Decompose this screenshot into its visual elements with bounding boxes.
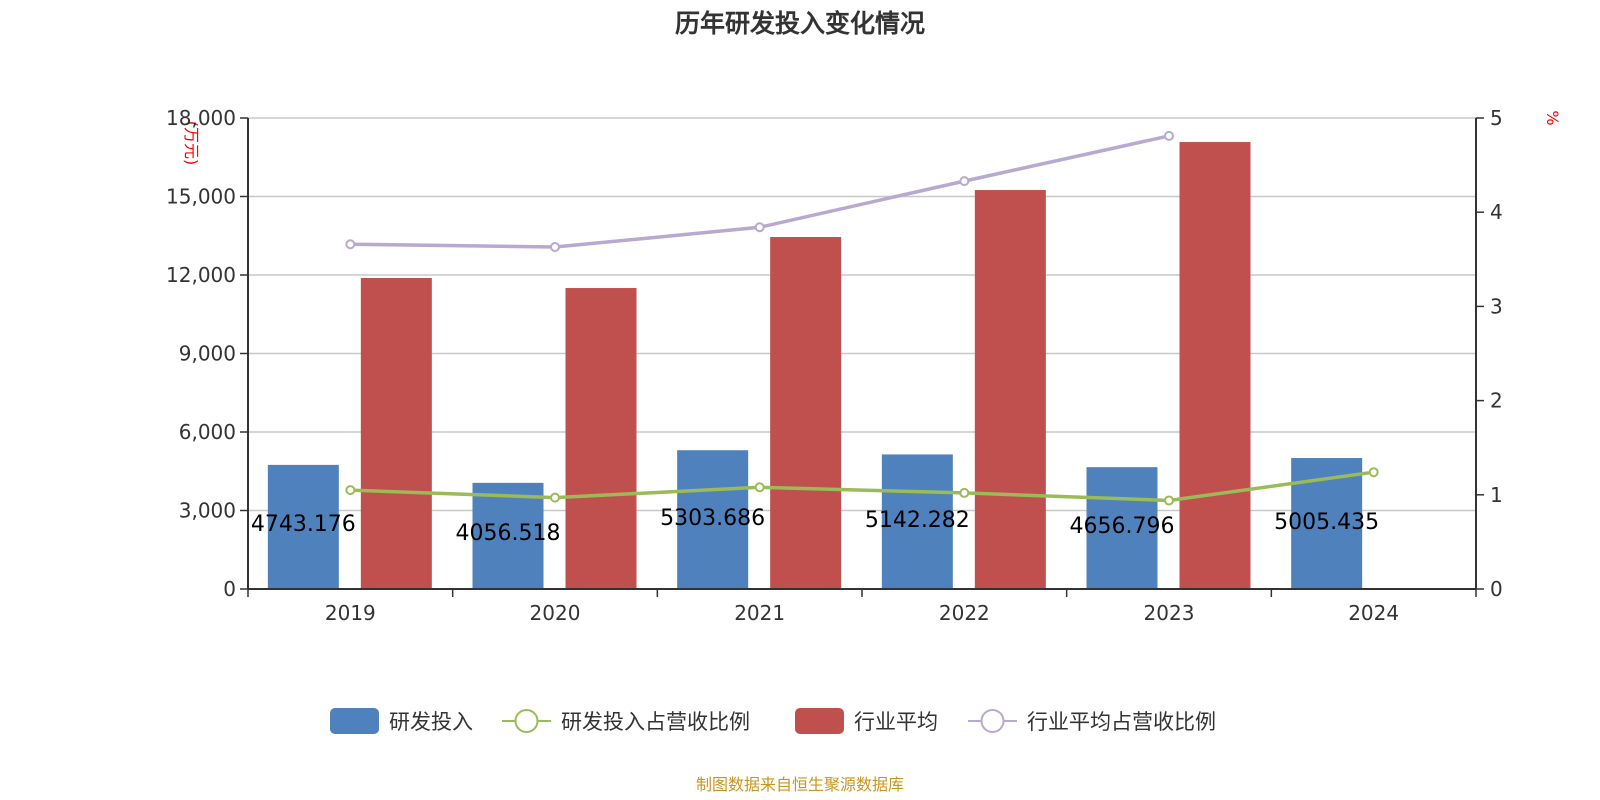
bar-行业平均-2023[interactable] [1179,142,1251,589]
left-tick-label: 3,000 [179,499,236,523]
bar-data-label: 4656.796 [1070,514,1175,539]
legend-item-行业平均[interactable]: 行业平均 [795,708,938,734]
bar-研发投入-2020[interactable] [472,482,544,589]
legend-bar-icon [330,708,379,734]
bar-行业平均-2022[interactable] [974,190,1046,589]
point-研发投入占营收比例[interactable] [1368,467,1379,478]
legend-label: 研发投入占营收比例 [561,710,750,734]
left-tick-label: 0 [223,577,236,601]
point-行业平均占营收比例[interactable] [959,176,970,187]
legend-item-行业平均占营收比例[interactable]: 行业平均占营收比例 [968,709,1216,734]
bar-研发投入-2023[interactable] [1086,467,1158,589]
left-tick-label: 18,000 [166,106,236,130]
left-tick-label: 6,000 [179,420,236,444]
bar-data-label: 4056.518 [456,521,561,546]
bar-data-label: 4743.176 [251,512,356,537]
left-tick-label: 12,000 [166,263,236,287]
line-研发投入占营收比例 [350,470,1374,503]
point-研发投入占营收比例[interactable] [345,485,356,496]
bar-data-label: 5005.435 [1274,510,1379,535]
x-tick-label: 2021 [734,601,785,625]
legend-marker-icon [514,709,539,733]
point-行业平均占营收比例[interactable] [550,242,560,253]
left-tick-label: 9,000 [179,342,236,366]
legend-marker-icon [980,709,1005,733]
legend-label: 行业平均占营收比例 [1027,710,1216,734]
bar-研发投入-2022[interactable] [881,454,953,589]
left-axis-label: (万元) [182,121,201,166]
point-研发投入占营收比例[interactable] [959,487,970,498]
right-tick-label: 0 [1490,577,1503,601]
legend-item-研发投入占营收比例[interactable]: 研发投入占营收比例 [502,709,750,734]
right-tick-label: 3 [1490,294,1503,318]
x-tick-label: 2024 [1348,601,1399,625]
point-行业平均占营收比例[interactable] [345,239,356,250]
right-tick-label: 2 [1490,389,1503,413]
bar-data-label: 5142.282 [865,508,970,533]
bar-行业平均-2019[interactable] [360,278,432,589]
chart-title: 历年研发投入变化情况 [675,9,925,38]
legend-bar-icon [795,708,844,734]
source-footer: 制图数据来自恒生聚源数据库 [696,775,904,794]
bar-data-label: 5303.686 [660,506,765,531]
x-tick-label: 2022 [939,601,990,625]
x-tick-label: 2019 [325,601,376,625]
point-研发投入占营收比例[interactable] [754,482,765,493]
point-行业平均占营收比例[interactable] [754,222,765,233]
x-tick-label: 2020 [530,601,581,625]
bar-行业平均-2020[interactable] [565,288,637,589]
legend-label: 行业平均 [854,710,938,734]
right-tick-label: 1 [1490,483,1503,507]
legend-item-研发投入[interactable]: 研发投入 [330,708,473,734]
point-研发投入占营收比例[interactable] [1164,495,1174,506]
point-研发投入占营收比例[interactable] [550,492,560,503]
bar-研发投入-2021[interactable] [677,450,749,589]
left-tick-label: 15,000 [166,185,236,209]
bar-研发投入-2019[interactable] [267,464,339,589]
right-axis-label: % [1543,110,1562,125]
bar-行业平均-2021[interactable] [770,237,842,589]
right-tick-label: 5 [1490,106,1503,130]
right-tick-label: 4 [1490,200,1503,224]
point-行业平均占营收比例[interactable] [1164,130,1174,141]
legend-label: 研发投入 [389,710,473,734]
x-tick-label: 2023 [1144,601,1195,625]
